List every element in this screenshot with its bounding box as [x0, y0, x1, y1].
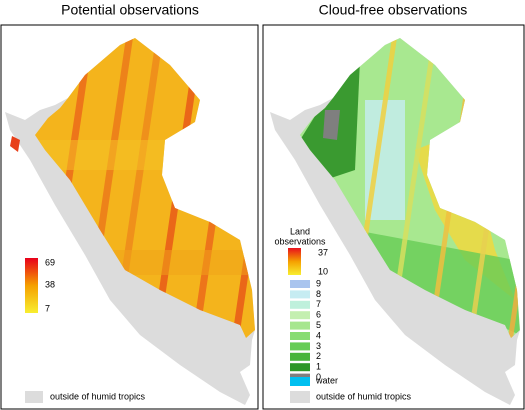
legend-label: 2 [316, 351, 321, 361]
ramp-label: 69 [45, 257, 55, 267]
ramp-label: 10 [318, 266, 328, 276]
legend-label: water [315, 375, 338, 385]
legend-swatch [290, 290, 310, 299]
legend-swatch [290, 300, 310, 309]
legend-label: 1 [316, 362, 321, 372]
legend-swatch [290, 332, 310, 340]
legend-title: Land [290, 226, 310, 236]
legend-swatch [25, 391, 43, 403]
legend-swatch [290, 352, 310, 361]
legend-label: 3 [316, 341, 321, 351]
legend-label: 6 [316, 310, 321, 320]
legend-swatch [290, 391, 310, 403]
legend-label: 4 [316, 330, 321, 340]
legend-label: 7 [316, 299, 321, 309]
panel-title: Cloud-free observations [319, 2, 468, 18]
legend-swatch [290, 363, 310, 372]
legend-label: 5 [316, 320, 321, 330]
color-ramp [25, 258, 38, 313]
legend-swatch [290, 377, 310, 386]
ramp-label: 38 [45, 279, 55, 289]
legend-swatch [290, 311, 310, 320]
legend-label: outside of humid tropics [316, 391, 412, 401]
ramp-label: 37 [318, 247, 328, 257]
panel-title: Potential observations [61, 2, 199, 18]
legend-label: 0 [316, 372, 321, 382]
legend-title: observations [274, 236, 326, 246]
legend-label: outside of humid tropics [50, 391, 146, 401]
color-ramp [288, 248, 301, 275]
legend-swatch [290, 342, 310, 351]
legend-swatch [290, 321, 310, 330]
ramp-label: 7 [45, 303, 50, 313]
legend-label: 9 [316, 278, 321, 288]
legend-swatch [290, 280, 310, 288]
legend-label: 8 [316, 289, 321, 299]
